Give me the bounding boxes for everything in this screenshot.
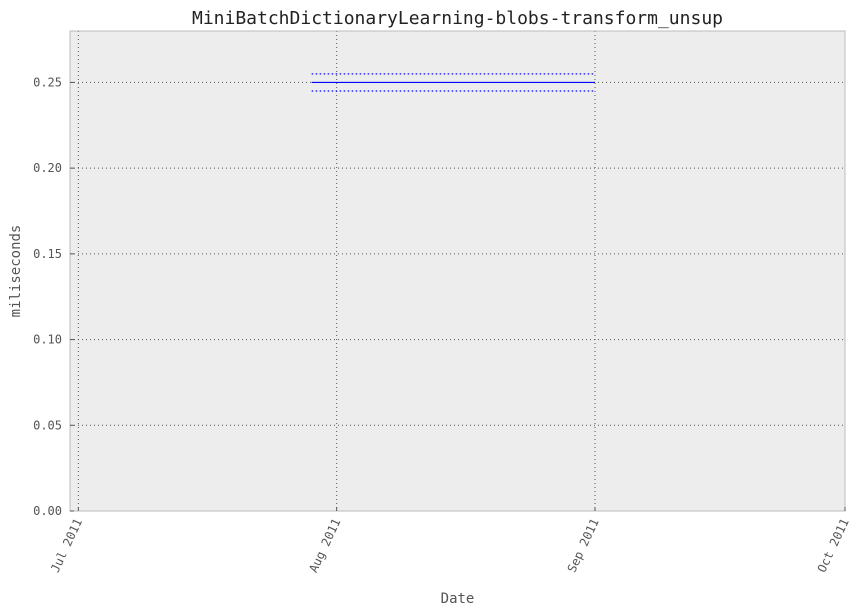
y-tick-label: 0.00 [33, 504, 62, 518]
y-tick-label: 0.15 [33, 247, 62, 261]
x-axis-label: Date [441, 591, 475, 607]
x-axis: Jul 2011 Aug 2011 Sep 2011 Oct 2011 [48, 507, 852, 575]
plot-frame [69, 30, 846, 512]
y-tick-label: 0.10 [33, 333, 62, 347]
y-tick-label: 0.25 [33, 75, 62, 89]
x-tick-label: Aug 2011 [306, 516, 343, 574]
y-axis: 0.00 0.05 0.10 0.15 0.20 0.25 [33, 75, 74, 518]
y-axis-label: miliseconds [8, 225, 24, 318]
y-tick-label: 0.05 [33, 418, 62, 432]
series-group [311, 73, 595, 92]
plot-area [70, 31, 845, 511]
x-tick-label: Oct 2011 [815, 516, 852, 574]
chart-title: MiniBatchDictionaryLearning-blobs-transf… [192, 8, 723, 29]
x-tick-label: Jul 2011 [48, 516, 85, 574]
x-tick-label: Sep 2011 [565, 516, 602, 574]
y-tick-label: 0.20 [33, 161, 62, 175]
